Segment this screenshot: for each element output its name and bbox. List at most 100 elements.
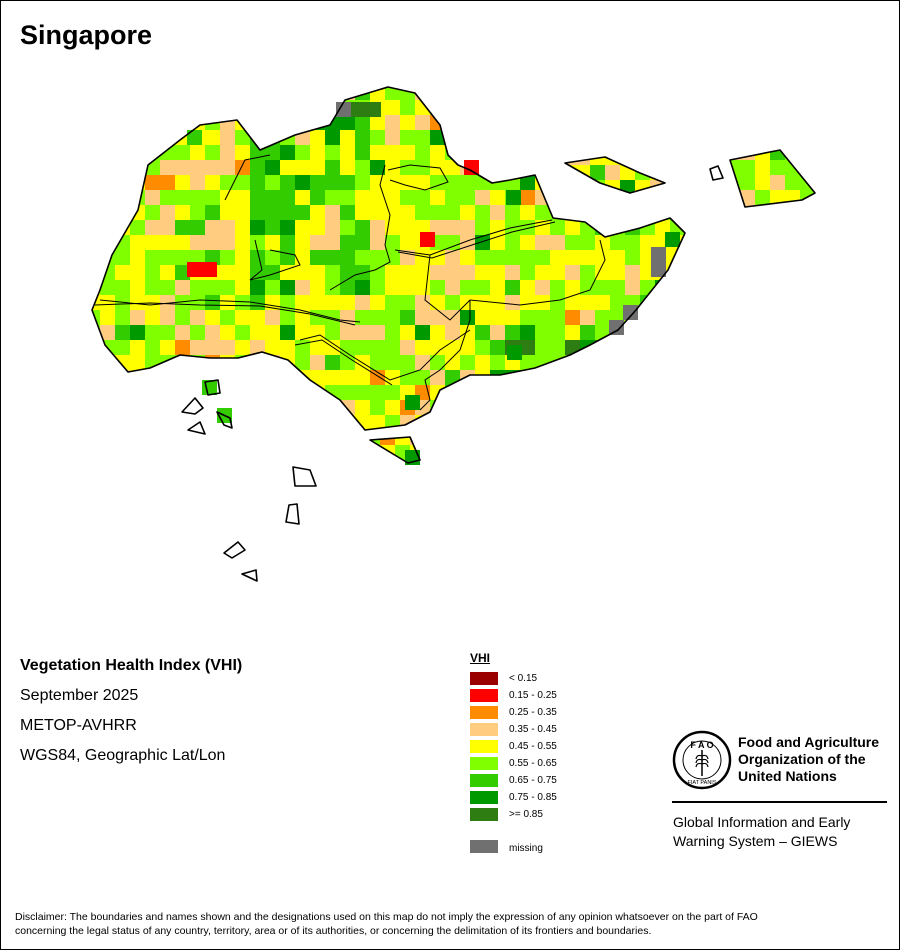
- vhi-pixel: [415, 87, 430, 100]
- vhi-pixel: [92, 310, 100, 325]
- vhi-pixel: [651, 262, 666, 277]
- vhi-pixel: [295, 415, 310, 430]
- vhi-pixel: [550, 115, 565, 130]
- vhi-pixel: [310, 325, 325, 340]
- vhi-pixel: [355, 430, 370, 445]
- vhi-pixel: [430, 205, 445, 220]
- vhi-pixel: [340, 235, 355, 250]
- vhi-pixel: [340, 160, 355, 175]
- vhi-pixel: [265, 100, 280, 115]
- vhi-pixel: [610, 370, 625, 385]
- vhi-pixel: [640, 280, 655, 295]
- vhi-pixel: [385, 130, 400, 145]
- vhi-pixel: [475, 325, 490, 340]
- vhi-pixel: [355, 280, 370, 295]
- vhi-pixel: [665, 150, 680, 165]
- vhi-pixel: [625, 355, 640, 370]
- vhi-pixel: [609, 320, 624, 335]
- vhi-pixel: [520, 250, 535, 265]
- vhi-pixel: [190, 235, 205, 250]
- vhi-pixel: [685, 280, 700, 295]
- vhi-pixel: [445, 430, 460, 445]
- vhi-pixel: [310, 220, 325, 235]
- vhi-pixel: [190, 220, 205, 235]
- vhi-pixel: [400, 340, 415, 355]
- vhi-pixel: [430, 430, 445, 445]
- legend-swatch: [470, 672, 498, 685]
- vhi-pixel: [655, 400, 670, 415]
- vhi-pixel: [770, 205, 785, 207]
- vhi-pixel: [130, 280, 145, 295]
- vhi-pixel: [265, 415, 280, 430]
- vhi-pixel: [430, 280, 445, 295]
- vhi-pixel: [670, 310, 685, 325]
- vhi-pixel: [565, 430, 580, 445]
- vhi-pixel: [265, 115, 280, 130]
- vhi-pixel: [325, 190, 340, 205]
- vhi-pixel: [670, 355, 685, 370]
- vhi-pixel: [520, 130, 535, 145]
- vhi-pixel: [625, 430, 640, 445]
- vhi-pixel: [265, 145, 280, 160]
- vhi-pixel: [460, 87, 475, 100]
- vhi-pixel: [280, 205, 295, 220]
- vhi-pixel: [205, 205, 220, 220]
- vhi-pixel: [415, 190, 430, 205]
- vhi-pixel: [130, 235, 145, 250]
- disclaimer: Disclaimer: The boundaries and names sho…: [15, 910, 885, 938]
- vhi-pixel: [205, 130, 220, 145]
- vhi-pixel: [460, 265, 475, 280]
- vhi-pixel: [730, 205, 740, 207]
- vhi-pixel: [92, 145, 100, 160]
- vhi-pixel: [295, 220, 310, 235]
- vhi-pixel: [160, 280, 175, 295]
- vhi-pixel: [605, 195, 620, 210]
- vhi-pixel: [650, 157, 665, 165]
- vhi-pixel: [415, 355, 430, 370]
- vhi-pixel: [100, 280, 115, 295]
- vhi-pixel: [220, 370, 235, 385]
- vhi-pixel: [670, 145, 685, 160]
- vhi-pixel: [460, 370, 475, 385]
- vhi-pixel: [460, 130, 475, 145]
- vhi-pixel: [190, 340, 205, 355]
- vhi-pixel: [385, 235, 400, 250]
- vhi-pixel: [625, 115, 640, 130]
- vhi-pixel: [520, 310, 535, 325]
- vhi-pixel: [415, 325, 430, 340]
- vhi-pixel: [580, 130, 595, 145]
- vhi-pixel: [785, 190, 800, 205]
- vhi-pixel: [175, 280, 190, 295]
- vhi-pixel: [595, 220, 610, 235]
- vhi-pixel: [265, 205, 280, 220]
- vhi-pixel: [490, 87, 505, 100]
- vhi-pixel: [295, 265, 310, 280]
- vhi-pixel: [580, 400, 595, 415]
- vhi-pixel: [85, 430, 100, 445]
- vhi-pixel: [145, 130, 160, 145]
- vhi-pixel: [520, 265, 535, 280]
- vhi-pixel: [130, 355, 145, 370]
- vhi-pixel: [685, 325, 700, 340]
- vhi-pixel: [310, 400, 325, 415]
- vhi-pixel: [100, 87, 115, 100]
- vhi-pixel: [175, 385, 190, 400]
- vhi-pixel: [595, 385, 610, 400]
- vhi-pixel: [445, 100, 460, 115]
- vhi-pixel: [235, 370, 250, 385]
- vhi-pixel: [235, 310, 250, 325]
- vhi-pixel: [385, 295, 400, 310]
- vhi-pixel: [625, 385, 640, 400]
- vhi-pixel: [535, 175, 550, 190]
- vhi-pixel: [280, 310, 295, 325]
- vhi-pixel: [595, 205, 610, 220]
- vhi-pixel: [115, 325, 130, 340]
- vhi-pixel: [325, 370, 340, 385]
- vhi-pixel: [355, 370, 370, 385]
- vhi-pixel: [250, 310, 265, 325]
- vhi-pixel: [685, 235, 700, 250]
- vhi-pixel: [445, 115, 460, 130]
- vhi-pixel: [385, 385, 400, 400]
- vhi-pixel: [265, 325, 280, 340]
- vhi-pixel: [295, 175, 310, 190]
